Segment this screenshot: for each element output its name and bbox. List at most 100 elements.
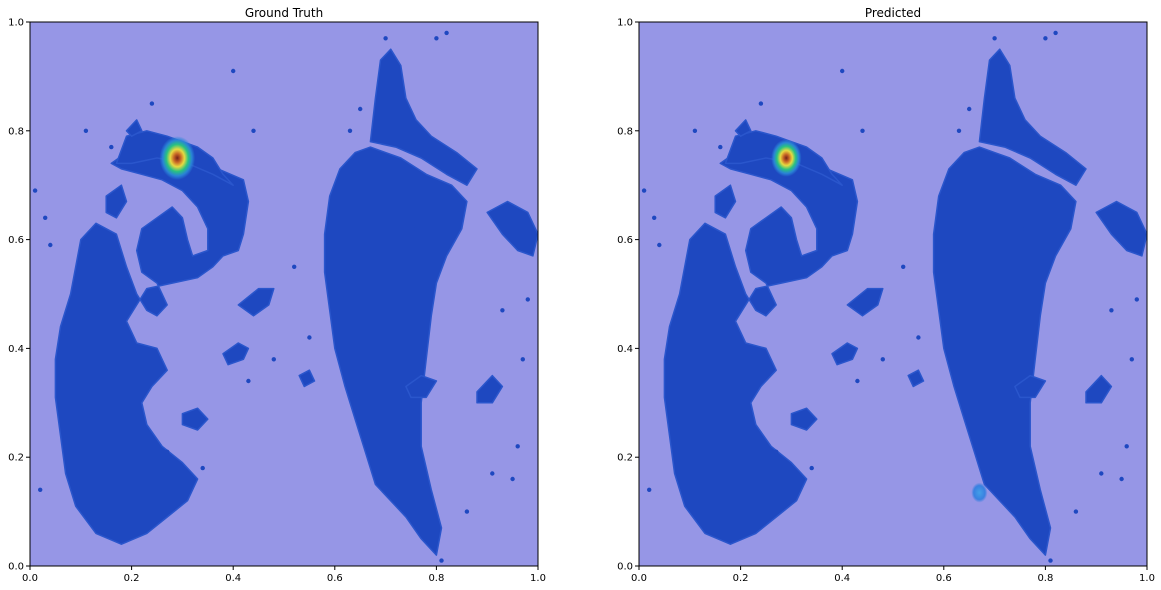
tissue-spot: [271, 357, 276, 362]
heat-layer: [159, 136, 196, 180]
tissue-spot: [1053, 30, 1058, 36]
tissue-region-right-edge-arm: [1095, 200, 1147, 257]
tissue-spot: [403, 193, 409, 199]
x-tick-label: 0.2: [124, 573, 140, 584]
tissue-region-left-mass: [663, 140, 859, 545]
axes-frame: [638, 21, 1148, 567]
tissue-spot: [231, 68, 236, 74]
tissue-spot: [515, 444, 520, 449]
tissue-region-blob-c: [181, 407, 209, 431]
tissue-region-blob-a: [237, 287, 275, 317]
tissue-region-blob-b: [222, 342, 250, 366]
tissue-spot: [200, 465, 205, 471]
y-tick-label: 1.0: [617, 18, 633, 29]
y-tick-label: 0.4: [617, 344, 633, 355]
tissue-layer: [641, 30, 1147, 563]
y-tick-label: 0.8: [617, 126, 633, 137]
tissue-region-right-band: [932, 146, 1077, 556]
x-axis-ticks: 0.0 0.2 0.4 0.6 0.8 1.0: [631, 566, 1155, 584]
tissue-spot: [880, 357, 885, 362]
tissue-spot: [292, 264, 297, 269]
chart-title-ground-truth: Ground Truth: [245, 6, 323, 20]
tissue-spot: [967, 106, 972, 112]
tissue-spot: [1022, 226, 1028, 231]
tissue-spot: [1134, 297, 1140, 302]
tissue-spot: [38, 487, 43, 492]
x-tick-label: 0.8: [428, 573, 444, 584]
x-tick-label: 0.4: [225, 573, 241, 584]
tissue-region-blob-a: [846, 287, 884, 317]
tissue-region-right-upper-arm: [369, 48, 478, 186]
tissue-region-blob-f: [476, 374, 504, 404]
tissue-region-blob-d: [714, 184, 737, 219]
tissue-region-blob-b: [831, 342, 859, 366]
tissue-spot: [251, 128, 256, 133]
y-tick-label: 0.6: [8, 235, 24, 246]
tissue-spot: [109, 144, 114, 150]
tissue-region-left-mass: [54, 140, 250, 545]
tissue-spot: [347, 128, 353, 133]
tissue-spot: [916, 335, 921, 340]
x-tick-label: 0.0: [22, 573, 38, 584]
tissue-spot: [83, 128, 89, 133]
tissue-spot: [652, 215, 657, 220]
tissue-spot: [901, 264, 906, 269]
tissue-region-right-band: [323, 146, 468, 556]
tissue-spot: [956, 128, 962, 133]
y-tick-label: 0.6: [617, 235, 633, 246]
panel-ground-truth: Ground Truth 0.0 0.2 0.4 0.6 0.8 1.0 0.00.20.…: [8, 6, 546, 584]
x-tick-label: 0.6: [936, 573, 952, 584]
y-tick-label: 0.0: [617, 562, 633, 573]
tissue-spot: [758, 101, 764, 106]
tissue-spot: [692, 128, 698, 133]
tissue-region-blob-g: [907, 369, 925, 388]
x-tick-label: 0.4: [834, 573, 850, 584]
tissue-region-right-upper-arm: [978, 48, 1087, 186]
heat-hotspot: [971, 482, 988, 503]
heat-layer: [771, 139, 988, 503]
y-tick-label: 0.0: [8, 562, 24, 573]
x-tick-label: 1.0: [1139, 573, 1155, 584]
x-tick-label: 0.6: [327, 573, 343, 584]
tissue-spot: [307, 335, 312, 340]
tissue-spot: [1109, 308, 1114, 313]
tissue-spot: [32, 188, 38, 193]
tissue-spot: [718, 144, 723, 150]
tissue-spot: [510, 476, 515, 482]
tissue-spot: [439, 558, 444, 563]
axes-frame: [29, 21, 539, 567]
y-tick-label: 0.2: [617, 453, 633, 464]
tissue-spot: [358, 106, 363, 112]
y-tick-label: 1.0: [8, 18, 24, 29]
tissue-region-blob-e: [1014, 374, 1047, 399]
tissue-spot: [43, 215, 48, 220]
x-tick-label: 0.8: [1037, 573, 1053, 584]
tissue-spot: [246, 378, 251, 384]
tissue-spot: [1119, 476, 1124, 482]
tissue-spot: [1124, 444, 1129, 449]
tissue-spot: [809, 465, 814, 471]
tissue-spot: [48, 242, 53, 248]
y-tick-label: 0.4: [8, 344, 24, 355]
panel-predicted: Predicted 0.0 0.2 0.4 0.6 0.8 1.0 0.00.20.40.…: [617, 6, 1155, 584]
tissue-region-blob-d: [105, 184, 128, 219]
tissue-spot: [992, 36, 997, 41]
y-axis-ticks: 0.0 0.2 0.4 0.6 0.8 1.0: [8, 18, 30, 573]
chart-title-predicted: Predicted: [865, 6, 921, 20]
heat-hotspot: [159, 136, 196, 180]
tissue-spot: [1048, 558, 1053, 563]
tissue-spot: [1012, 193, 1018, 199]
tissue-spot: [1129, 357, 1135, 362]
tissue-spot: [647, 487, 652, 492]
tissue-spot: [490, 471, 495, 476]
tissue-spot: [774, 449, 779, 454]
x-tick-label: 0.2: [733, 573, 749, 584]
tissue-region-blob-e: [405, 374, 438, 399]
tissue-region-blob-h: [125, 119, 143, 137]
tissue-spot: [500, 308, 505, 313]
x-axis-ticks: 0.0 0.2 0.4 0.6 0.8 1.0: [22, 566, 546, 584]
tissue-spot: [657, 242, 662, 248]
tissue-spot: [840, 68, 845, 74]
tissue-region-blob-g: [298, 369, 316, 388]
